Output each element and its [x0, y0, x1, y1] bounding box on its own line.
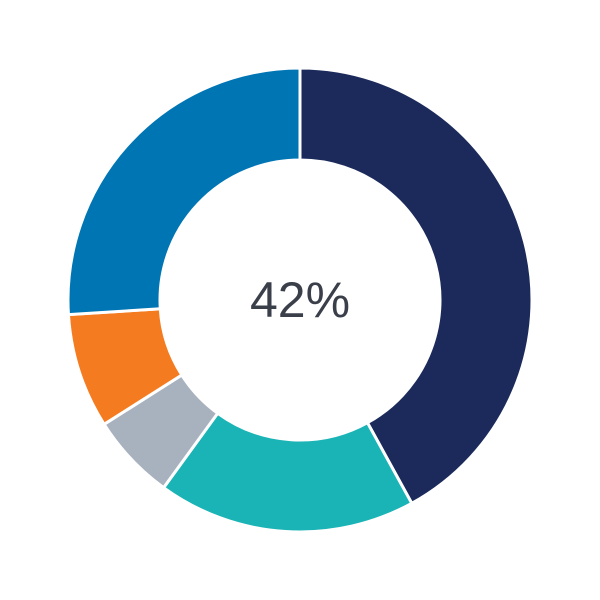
donut-slice-4 [66, 66, 302, 317]
donut-slice-0 [298, 66, 534, 506]
center-label: 42% [250, 272, 350, 328]
slices-group [66, 66, 534, 534]
